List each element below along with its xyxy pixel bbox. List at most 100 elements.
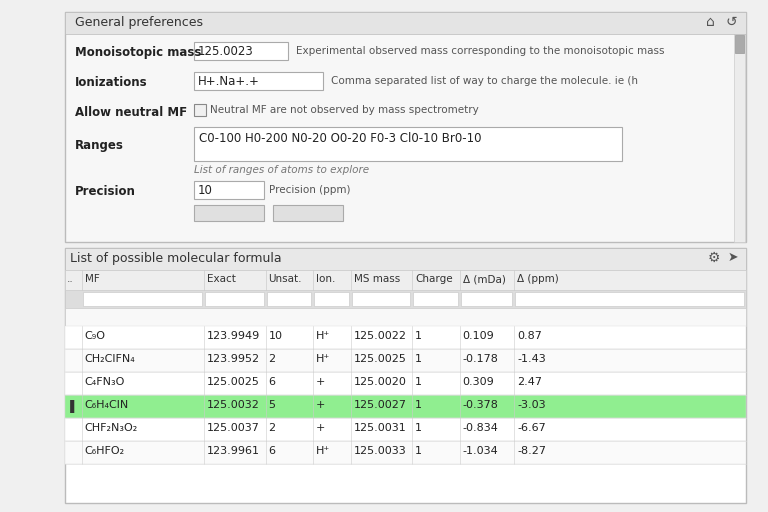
Text: MS mass: MS mass — [354, 274, 400, 284]
Text: Allow neutral MF: Allow neutral MF — [74, 106, 187, 119]
Text: ⚙: ⚙ — [708, 251, 720, 265]
Text: List of possible molecular formula: List of possible molecular formula — [70, 252, 281, 265]
Text: -0.178: -0.178 — [463, 354, 498, 364]
Text: -1.43: -1.43 — [517, 354, 546, 364]
Text: C₄FN₃O: C₄FN₃O — [84, 377, 125, 387]
Text: H⁺: H⁺ — [316, 354, 330, 364]
Bar — [65, 12, 746, 34]
Text: 2.47: 2.47 — [517, 377, 542, 387]
Bar — [65, 248, 746, 270]
Bar — [65, 395, 746, 418]
Text: Comma separated list of way to charge the molecule. ie (h: Comma separated list of way to charge th… — [331, 76, 638, 86]
Text: 1: 1 — [415, 354, 422, 364]
Text: 123.9961: 123.9961 — [207, 446, 260, 456]
Text: -3.03: -3.03 — [517, 400, 546, 410]
Text: Unsat.: Unsat. — [269, 274, 302, 284]
Bar — [65, 290, 746, 308]
Text: ⌂: ⌂ — [706, 15, 715, 29]
Text: 2: 2 — [269, 354, 276, 364]
Text: -1.034: -1.034 — [463, 446, 498, 456]
Text: Precision: Precision — [74, 185, 135, 198]
Text: 125.0025: 125.0025 — [207, 377, 260, 387]
Text: ❚: ❚ — [67, 400, 77, 413]
Bar — [83, 292, 202, 306]
Bar — [65, 418, 746, 441]
Bar — [194, 205, 263, 221]
Text: C0-100 H0-200 N0-20 O0-20 F0-3 Cl0-10 Br0-10: C0-100 H0-200 N0-20 O0-20 F0-3 Cl0-10 Br… — [199, 132, 482, 145]
Bar — [65, 308, 746, 326]
Bar — [515, 292, 744, 306]
Text: 1: 1 — [415, 331, 422, 341]
Text: Experimental observed mass corresponding to the monoisotopic mass: Experimental observed mass corresponding… — [296, 46, 665, 56]
Text: CHF₂N₃O₂: CHF₂N₃O₂ — [84, 423, 138, 433]
Text: Δ (ppm): Δ (ppm) — [517, 274, 559, 284]
Bar — [65, 349, 746, 372]
Text: Ion.: Ion. — [316, 274, 336, 284]
Text: -0.834: -0.834 — [463, 423, 498, 433]
Text: +: + — [316, 377, 326, 387]
Text: 125.0020: 125.0020 — [354, 377, 406, 387]
Text: -8.27: -8.27 — [517, 446, 546, 456]
Text: 1: 1 — [415, 446, 422, 456]
Text: 125.0033: 125.0033 — [354, 446, 406, 456]
Text: C₆H₄ClN: C₆H₄ClN — [84, 400, 129, 410]
Text: Neutral MF are not observed by mass spectrometry: Neutral MF are not observed by mass spec… — [210, 105, 478, 115]
Text: 123.9952: 123.9952 — [207, 354, 260, 364]
Text: 125.0027: 125.0027 — [354, 400, 407, 410]
Text: CH₂ClFN₄: CH₂ClFN₄ — [84, 354, 135, 364]
Bar — [352, 292, 410, 306]
Text: Charge: Charge — [415, 274, 452, 284]
Text: 6: 6 — [269, 446, 276, 456]
Text: 1: 1 — [415, 400, 422, 410]
Bar — [266, 292, 311, 306]
Bar — [734, 34, 745, 242]
Text: 125.0023: 125.0023 — [198, 45, 253, 58]
Bar — [65, 248, 746, 503]
Text: H⁺: H⁺ — [316, 331, 330, 341]
Text: 10: 10 — [269, 331, 283, 341]
Text: 10: 10 — [198, 184, 213, 197]
Text: Precision (ppm): Precision (ppm) — [269, 185, 350, 195]
Text: General preferences: General preferences — [74, 16, 203, 29]
Bar — [205, 292, 263, 306]
Text: -0.378: -0.378 — [463, 400, 498, 410]
Text: Monoisotopic mass: Monoisotopic mass — [74, 46, 201, 59]
Bar — [65, 441, 746, 464]
Text: 125.0025: 125.0025 — [354, 354, 406, 364]
Text: +: + — [316, 423, 326, 433]
Text: Δ (mDa): Δ (mDa) — [463, 274, 505, 284]
Bar — [194, 127, 621, 161]
Text: 123.9949: 123.9949 — [207, 331, 260, 341]
Bar — [461, 292, 512, 306]
Bar — [194, 42, 289, 60]
Text: 6: 6 — [269, 377, 276, 387]
Bar — [194, 72, 323, 90]
Bar — [314, 292, 349, 306]
Text: MF: MF — [84, 274, 99, 284]
Text: 125.0032: 125.0032 — [207, 400, 260, 410]
Text: 1: 1 — [415, 423, 422, 433]
Text: 0.109: 0.109 — [463, 331, 495, 341]
Text: 0.87: 0.87 — [517, 331, 542, 341]
Bar — [735, 35, 744, 53]
Bar — [65, 270, 746, 290]
Text: List of ranges of atoms to explore: List of ranges of atoms to explore — [194, 165, 369, 175]
Text: ..: .. — [67, 274, 74, 284]
Text: C₉O: C₉O — [84, 331, 106, 341]
Text: Ranges: Ranges — [74, 139, 124, 152]
Bar — [194, 181, 263, 199]
Text: 125.0022: 125.0022 — [354, 331, 407, 341]
Text: ↺: ↺ — [726, 15, 737, 29]
Bar — [413, 292, 458, 306]
Text: 5: 5 — [269, 400, 276, 410]
Text: H+.Na+.+: H+.Na+.+ — [198, 75, 260, 88]
Bar — [273, 205, 343, 221]
Text: ➤: ➤ — [728, 251, 739, 264]
Text: 125.0031: 125.0031 — [354, 423, 406, 433]
Text: 125.0037: 125.0037 — [207, 423, 260, 433]
Text: Ionizations: Ionizations — [74, 76, 147, 89]
Bar — [65, 12, 746, 242]
Text: +: + — [316, 400, 326, 410]
Bar — [65, 372, 746, 395]
Text: Exact: Exact — [207, 274, 236, 284]
